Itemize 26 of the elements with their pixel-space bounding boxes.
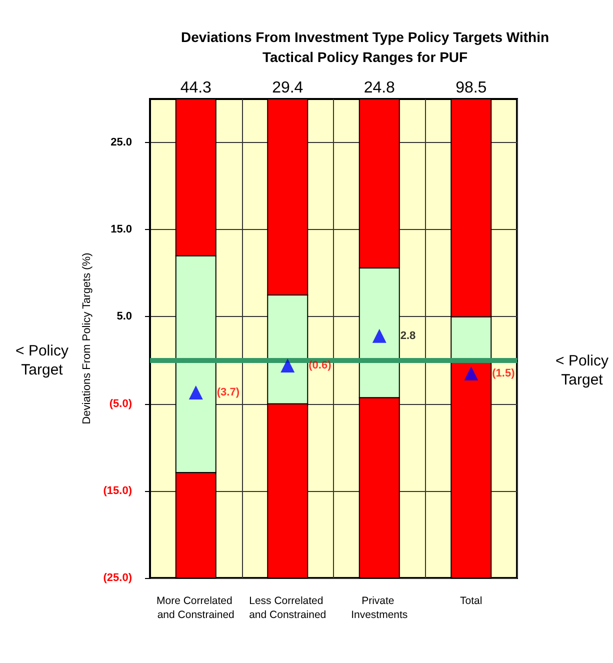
y-tick-label: (15.0) — [103, 484, 132, 497]
annotation: 44.3 — [180, 80, 212, 96]
y-tick-label: 5.0 — [116, 310, 132, 323]
annotation: 98.5 — [456, 80, 487, 96]
y-tick-label: 25.0 — [110, 136, 132, 149]
point — [464, 366, 478, 380]
point — [372, 328, 386, 343]
point — [188, 385, 203, 400]
annotation: 24.8 — [364, 80, 396, 96]
y-tick-label: 15.0 — [110, 224, 132, 236]
y-tick-label: (25.0) — [103, 572, 132, 584]
x-tick-label: Less Correlated and Constrained — [249, 595, 326, 621]
chart-title: Deviations From Investment Type Policy Targets Within Tactical Policy Ranges for PUF — [180, 29, 550, 65]
data-label: 2.8 — [400, 330, 416, 342]
point — [280, 358, 295, 372]
data-label: (0.6) — [308, 360, 332, 372]
x-tick-label: More Correlated and Constrained — [156, 595, 236, 621]
y-tick-label: (5.0) — [109, 398, 132, 410]
annotation: 29.4 — [272, 80, 304, 96]
x-tick-label: Private Investments — [351, 595, 408, 621]
x-tick-label: Total — [460, 595, 482, 607]
data-label: (3.7) — [216, 386, 240, 398]
data-label: (1.5) — [492, 367, 516, 380]
y-axis-title: Deviations From Policy Targets (%) — [80, 252, 93, 424]
ref-line-label: < Policy Target — [556, 352, 609, 388]
text: < Policy Target — [16, 342, 68, 378]
